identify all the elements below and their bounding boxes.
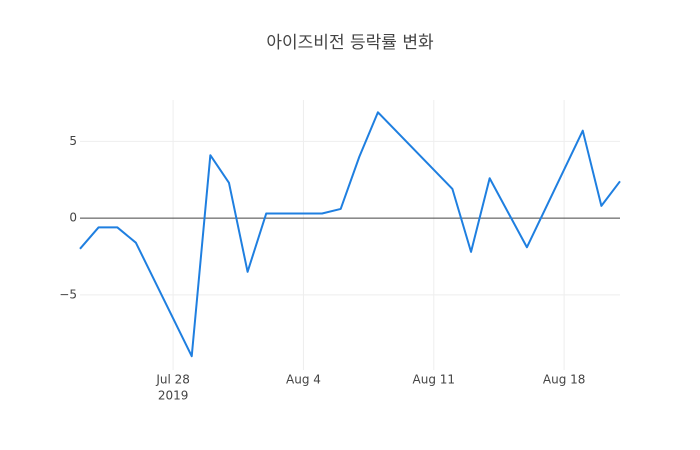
y-tick-label: −5 <box>59 287 77 301</box>
x-tick-label: Aug 11 <box>413 373 456 387</box>
y-tick-label: 0 <box>69 211 77 225</box>
chart-title: 아이즈비전 등락률 변화 <box>266 33 434 53</box>
y-tick-label: 5 <box>69 134 77 148</box>
x-tick-label: Jul 28 <box>155 373 190 387</box>
line-series <box>79 111 621 358</box>
x-tick-label: Aug 4 <box>286 373 321 387</box>
x-tick-label: Aug 18 <box>543 373 586 387</box>
x-year-label: 2019 <box>158 389 189 403</box>
